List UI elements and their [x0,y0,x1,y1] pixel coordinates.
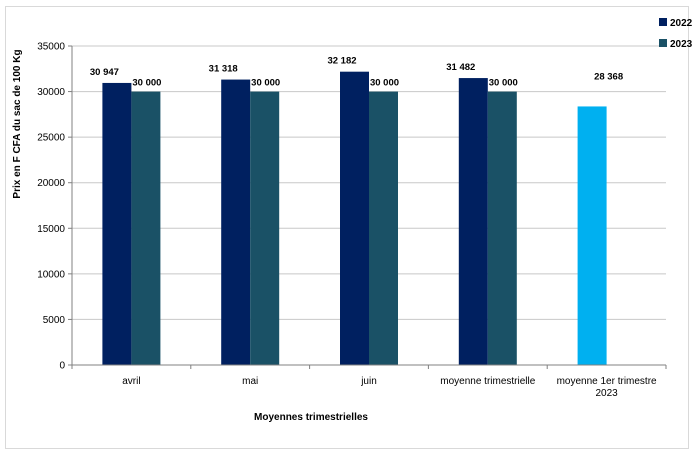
x-tick-label: avril [122,376,140,387]
data-label: 30 000 [132,78,161,89]
legend-swatch-2023 [659,39,667,47]
bar-2023 [487,91,517,366]
bars [102,71,607,366]
x-tick-label: mai [242,376,258,387]
data-label: 28 368 [594,71,623,82]
legend-label-2022: 2022 [670,18,693,29]
x-tick-label: moyenne 1er trimestre 2023 [557,376,657,399]
data-label: 30 947 [90,67,119,78]
bar-2022 [340,71,369,366]
data-label: 30 000 [251,78,280,89]
data-label: 31 318 [209,64,238,75]
y-tick-label: 35000 [37,42,65,53]
x-axis-title: Moyennes trimestrielles [254,412,368,423]
bar-2022 [221,79,251,365]
y-tick-label: 10000 [37,269,65,280]
bar-2023 [369,91,398,366]
data-label: 32 182 [327,56,356,67]
x-tick-label: moyenne trimestrielle [440,376,535,387]
bar-2023 [250,91,280,366]
data-label: 30 000 [370,78,399,89]
bar-2023 [131,91,161,366]
data-label: 31 482 [446,62,475,73]
y-axis-title: Prix en F CFA du sac de 100 Kg [12,49,23,198]
legend-swatch-2022 [659,18,667,26]
bar-2022 [458,78,488,365]
y-tick-label: 30000 [37,87,65,98]
y-tick-label: 5000 [43,315,66,326]
y-tick-label: 15000 [37,224,65,235]
bar-moyenne-1er-trimestre-2023 [577,106,607,365]
y-tick-label: 20000 [37,178,65,189]
data-labels: 30 947 31 318 32 182 31 482 30 000 30 000 30 0… [90,56,623,89]
bar-2022 [102,82,132,366]
y-tick-label: 0 [59,361,65,372]
x-tick-label: juin [360,376,377,387]
axes [71,46,667,369]
legend-label-2023: 2023 [670,39,693,50]
y-tick-label: 25000 [37,133,65,144]
x-tick-labels: avril mai juin moyenne trimestrielle moyenne… [122,376,657,399]
legend: 2022 2023 [659,18,693,50]
data-label: 30 000 [489,78,518,89]
y-tick-labels: 0 5000 10000 15000 20000 25000 30000 35000 [37,42,72,372]
